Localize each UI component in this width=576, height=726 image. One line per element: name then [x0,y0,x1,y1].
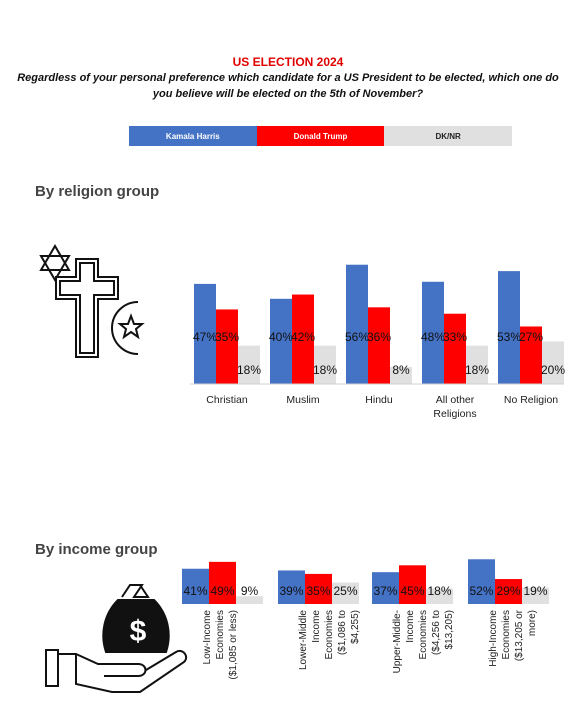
data-label: 42% [291,330,315,344]
legend-trump: Donald Trump [256,126,385,146]
category-label: ($13,205 or [514,609,525,661]
category-label: Economies [501,610,512,659]
category-label: $13,205) [444,610,455,649]
data-label: 49% [210,584,234,598]
bar-income-1-2 [399,565,426,604]
bar-income-0-2 [372,572,399,604]
category-label: Economies [418,610,429,659]
data-label: 41% [183,584,207,598]
data-label: 40% [269,330,293,344]
bar-religion-0-0 [194,283,216,384]
category-label: more) [527,610,538,636]
legend-harris-label: Kamala Harris [165,131,220,141]
section-title-religion: By religion group [35,183,160,200]
bar-religion-1-4 [520,326,542,384]
bar-religion-0-2 [346,264,368,384]
bar-religion-1-1 [292,294,314,384]
data-label: 45% [400,584,424,598]
category-label: Lower-Middle [298,610,309,670]
data-label: 18% [313,363,337,377]
category-label: Low-Income [202,610,213,665]
category-label: Christian [206,394,248,406]
data-label: 36% [367,330,391,344]
category-label: Upper-Middle- [392,610,403,673]
data-label: 27% [519,330,543,344]
bar-income-1-1 [305,573,332,604]
bar-religion-0-1 [270,298,292,384]
data-label: 9% [241,584,259,598]
bar-religion-2-2 [390,366,412,384]
data-label: 37% [373,584,397,598]
bar-religion-1-3 [444,313,466,384]
category-label: ($1,086 to [337,610,348,655]
data-label: 35% [306,584,330,598]
data-label: 52% [469,584,493,598]
bar-income-0-1 [278,570,305,604]
category-label: ($1,085 or less) [228,610,239,679]
bar-income-2-0 [236,596,263,604]
bar-religion-1-0 [216,309,238,384]
section-title-income: By income group [35,541,158,558]
data-label: 19% [523,584,547,598]
bar-religion-0-4 [498,271,520,384]
bar-income-2-3 [522,587,549,604]
legend: Kamala Harris Donald Trump DK/NR [129,126,513,146]
bar-income-1-3 [495,579,522,604]
bar-religion-2-4 [542,341,564,384]
data-label: 33% [443,330,467,344]
data-label: 18% [465,363,489,377]
category-label: ($4,256 to [431,610,442,655]
data-label: 53% [497,330,521,344]
data-label: 25% [333,584,357,598]
bar-religion-2-1 [314,345,336,384]
bar-income-0-3 [468,559,495,604]
category-label: Income [311,610,322,643]
data-label: 47% [193,330,217,344]
data-label: 18% [427,584,451,598]
category-label: Muslim [286,394,320,406]
data-label: 39% [279,584,303,598]
category-label: High-Income [488,610,499,667]
data-label: 8% [392,363,410,377]
question-text: Regardless of your personal preference w… [17,72,559,100]
category-label: Economies [324,610,335,659]
category-label: Hindu [365,394,393,406]
bar-income-2-2 [426,588,453,604]
bar-religion-1-2 [368,307,390,384]
data-label: 56% [345,330,369,344]
data-label: 29% [496,584,520,598]
category-label: Religions [433,408,476,420]
data-label: 18% [237,363,261,377]
legend-trump-label: Donald Trump [293,131,348,141]
bar-income-1-0 [209,561,236,604]
legend-harris: Kamala Harris [129,126,257,146]
category-label: All other [436,394,475,406]
chart-title: US ELECTION 2024 [232,55,344,69]
data-label: 35% [215,330,239,344]
data-label: 20% [541,363,565,377]
bar-religion-2-0 [238,345,260,384]
category-label: Income [405,610,416,643]
bar-religion-0-3 [422,281,444,384]
bar-income-0-0 [182,568,209,604]
category-label: $4,255) [350,610,361,644]
bar-religion-2-3 [466,345,488,384]
bar-income-2-1 [332,582,359,604]
category-label: No Religion [504,394,558,406]
legend-dknr-label: DK/NR [435,131,461,141]
legend-dknr: DK/NR [384,126,513,146]
category-label: Economies [215,610,226,659]
data-label: 48% [421,330,445,344]
